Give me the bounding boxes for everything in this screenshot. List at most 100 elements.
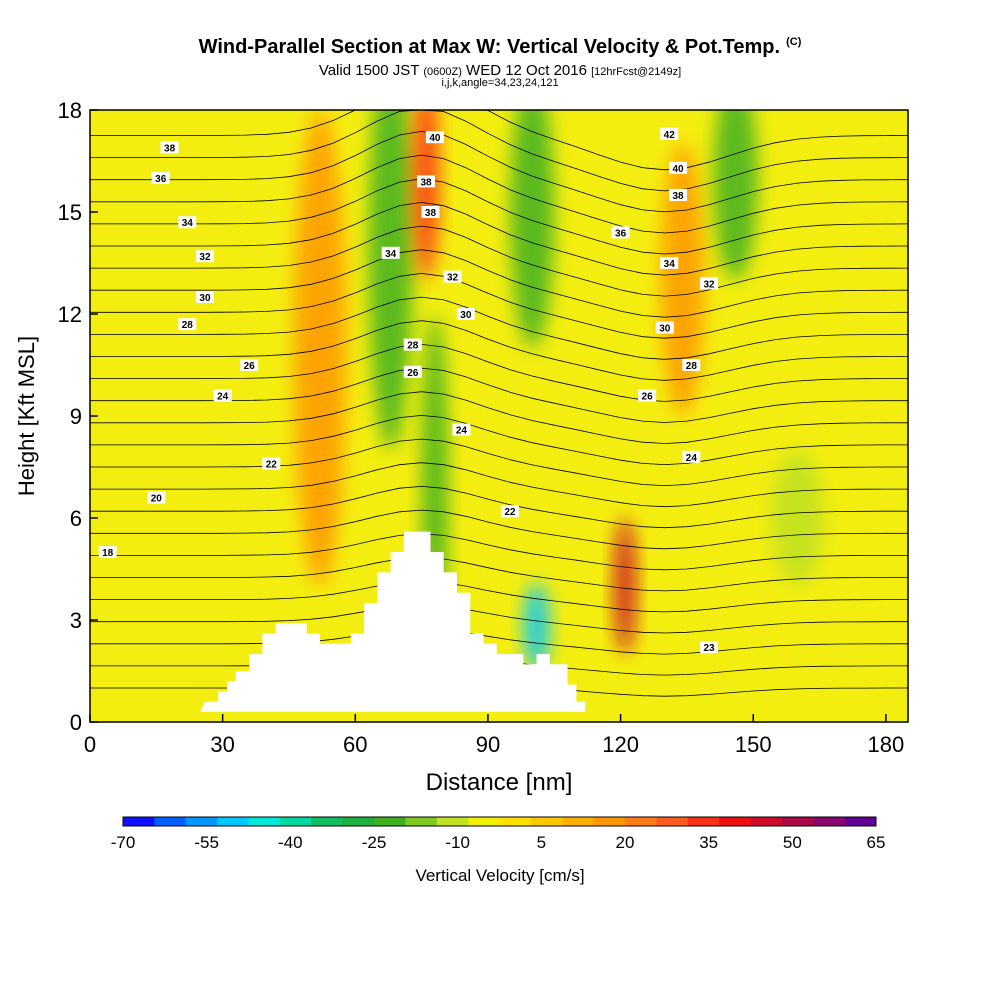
isentrope-label-text: 38 <box>673 191 685 202</box>
chart-title: Wind-Parallel Section at Max W: Vertical… <box>0 36 1000 59</box>
isentrope-label: 38 <box>417 175 436 188</box>
y-tick-label: 15 <box>58 200 82 225</box>
colorbar-swatch <box>436 817 469 826</box>
colorbar-swatch <box>625 817 657 826</box>
isentrope-label-box <box>638 389 657 402</box>
isentrope-label-text: 18 <box>102 548 114 559</box>
chart-title-tag: (C) <box>786 36 802 49</box>
isentrope-label-text: 24 <box>686 453 698 464</box>
colorbar-tick-label: 5 <box>537 833 546 852</box>
isentrope-line <box>90 343 908 402</box>
colorbar-tick-label: -25 <box>362 833 387 852</box>
velocity-region <box>293 110 347 586</box>
colorbar-swatch <box>405 817 438 826</box>
isentrope-line <box>90 110 908 192</box>
isentrope-line <box>90 201 908 276</box>
isentrope-line <box>90 438 908 487</box>
isentrope-label-text: 26 <box>407 368 419 379</box>
colorbar-swatch <box>279 817 312 826</box>
colorbar-swatch <box>311 817 344 826</box>
colorbar-swatch <box>374 817 406 826</box>
colorbar-swatch <box>342 817 375 826</box>
chart-subtitle: Valid 1500 JST (0600Z) WED 12 Oct 2016 [… <box>0 62 1000 79</box>
colorbar-label: Vertical Velocity [cm/s] <box>415 866 584 885</box>
isentrope-label: 38 <box>160 141 179 154</box>
isentrope-label-box <box>700 277 719 290</box>
y-axis: 0 3 6 9 12 15 18 <box>58 98 98 735</box>
isentrope-line <box>90 533 908 571</box>
valid-date: WED 12 Oct 2016 <box>466 62 587 79</box>
isentrope-label: 40 <box>425 131 444 144</box>
isentrope-label-text: 38 <box>425 208 437 219</box>
colorbar-swatch <box>687 817 720 826</box>
isentrope-label: 30 <box>195 291 214 304</box>
y-tick-label: 3 <box>70 608 82 633</box>
isentrope-label: 40 <box>669 161 688 175</box>
isentrope-label-box <box>443 270 462 283</box>
colorbar-swatch <box>123 817 155 826</box>
y-tick-label: 6 <box>70 506 82 531</box>
isentrope-label: 28 <box>403 338 422 352</box>
y-tick-label: 9 <box>70 404 82 429</box>
isentrope-label-text: 26 <box>244 361 256 372</box>
isentrope-line <box>90 580 908 613</box>
isentrope-label-box <box>682 359 701 371</box>
velocity-region <box>660 144 705 416</box>
colorbar-swatch <box>656 817 689 826</box>
isentrope-label-text: 23 <box>703 643 715 654</box>
isentrope-line <box>90 627 908 655</box>
isentrope-line <box>90 604 908 634</box>
isentrope-label: 24 <box>682 450 701 464</box>
y-tick-label: 18 <box>58 98 82 123</box>
colorbar-tick-label: 50 <box>783 833 802 852</box>
isentrope-label-text: 40 <box>673 164 685 175</box>
isentrope-line <box>90 509 908 550</box>
isentrope-label: 26 <box>403 365 422 379</box>
velocity-region <box>523 582 550 671</box>
isentrope-label-text: 26 <box>642 392 654 403</box>
velocity-region <box>412 110 440 280</box>
isentrope-line <box>90 272 908 339</box>
isentrope-label-text: 22 <box>266 460 278 471</box>
isentrope-label-box <box>655 321 674 334</box>
colorbar-tick-label: -10 <box>445 833 470 852</box>
isentrope-label: 28 <box>682 359 701 372</box>
isentrope-label-text: 38 <box>420 177 432 188</box>
valid-prefix: Valid 1500 JST <box>318 62 420 79</box>
colorbar-tick-label: -70 <box>111 833 136 852</box>
isentrope-label-text: 34 <box>182 218 194 229</box>
section-indices: i,j,k,angle=34,23,24,121 <box>441 77 559 89</box>
y-tick-label: 12 <box>58 302 82 327</box>
isentrope-label-box <box>682 450 701 463</box>
isentrope-label-text: 24 <box>217 392 229 403</box>
isentrope-label: 38 <box>421 206 440 219</box>
isentrope-label: 32 <box>195 250 214 263</box>
colorbar-swatch <box>813 817 846 826</box>
isentrope-label: 24 <box>452 423 471 437</box>
isentrope-label-box <box>98 546 117 558</box>
isentrope-label-box <box>421 206 440 218</box>
isentrope-label-text: 28 <box>407 341 419 352</box>
isentrope-label-box <box>178 216 197 229</box>
isentrope-label-box <box>262 457 281 470</box>
isentrope-label-box <box>456 308 475 320</box>
isentrope-label: 36 <box>151 172 170 185</box>
x-axis-label: Distance [nm] <box>426 769 573 796</box>
isentrope-label-box <box>151 172 170 184</box>
isentrope-label-box <box>403 338 422 351</box>
y-tick-label: 0 <box>70 710 82 735</box>
isentrope-line <box>90 249 908 318</box>
colorbar-tick-label: 20 <box>616 833 635 852</box>
velocity-region <box>510 110 555 348</box>
isentrope-labels: 38 36 34 32 30 28 26 24 22 20 18 40 38 38 34 32 30 28 26 24… <box>98 127 719 654</box>
colorbar-tick-label: -55 <box>194 833 219 852</box>
isentrope-label-box <box>403 365 422 378</box>
x-tick-label: 90 <box>476 732 500 757</box>
isentrope-label-text: 28 <box>686 361 698 372</box>
x-tick-label: 180 <box>868 732 905 757</box>
isentrope-label-text: 32 <box>447 273 459 284</box>
isentrope-label-box <box>669 161 688 174</box>
y-axis-label: Height [Kft MSL] <box>14 336 39 496</box>
isentrope-label: 26 <box>638 389 657 403</box>
colorbar-swatch <box>217 817 249 826</box>
